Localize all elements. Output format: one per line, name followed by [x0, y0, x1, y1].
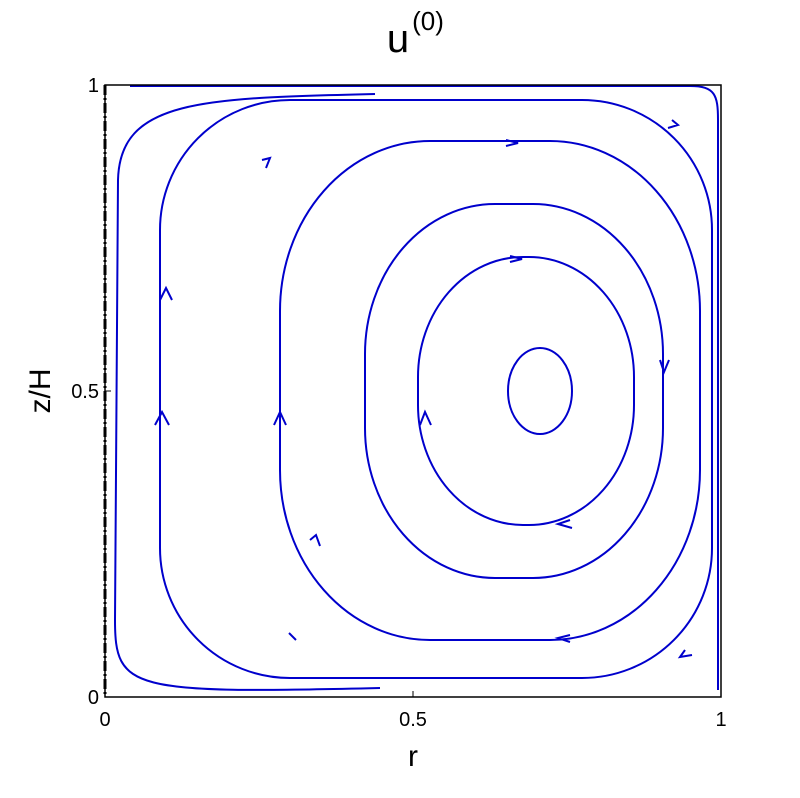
- x-tick-label: 0: [99, 709, 110, 731]
- streamline: [159, 99, 713, 679]
- x-tick-label: 1: [715, 709, 726, 731]
- y-axis-label: z/H: [24, 369, 57, 414]
- arrowheads: [154, 119, 693, 659]
- chart-title: u: [387, 17, 409, 61]
- streamlines: [113, 85, 719, 691]
- streamline: [279, 140, 701, 641]
- streamline: [364, 203, 664, 579]
- streamline: [130, 85, 719, 690]
- streamline: [113, 93, 381, 691]
- plot-frame: [104, 84, 722, 698]
- streamline: [507, 347, 573, 435]
- y-tick-label: 1: [88, 75, 99, 97]
- chart-title-superscript: (0): [412, 6, 444, 36]
- x-axis-label: r: [408, 740, 418, 773]
- y-tick-label: 0: [88, 687, 99, 709]
- x-tick-label: 0.5: [399, 709, 427, 731]
- streamline: [417, 256, 635, 526]
- y-tick-label: 0.5: [71, 381, 99, 403]
